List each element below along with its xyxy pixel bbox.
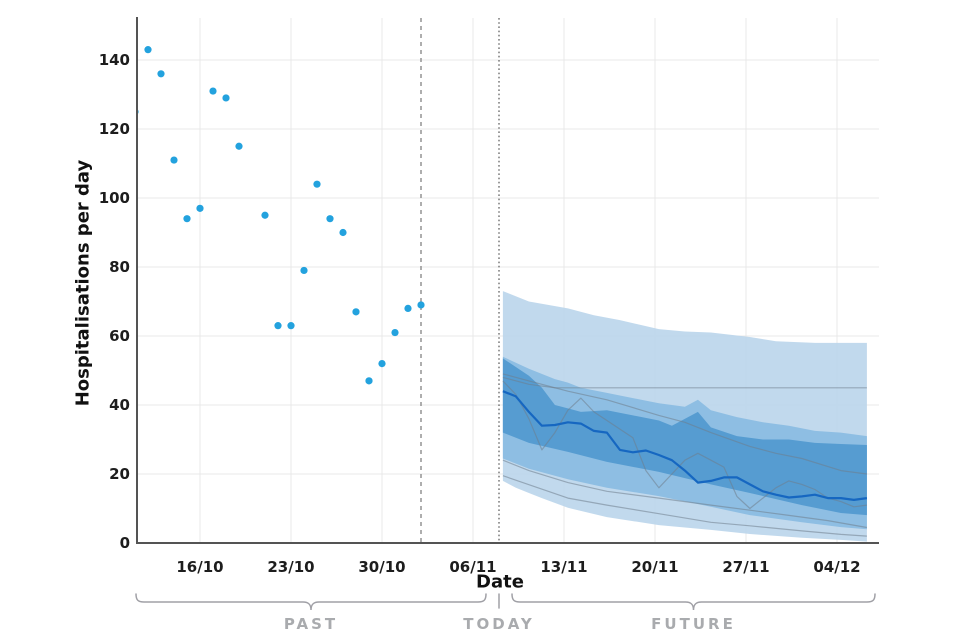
data-point	[138, 109, 139, 114]
future-brace	[511, 593, 876, 611]
data-point	[183, 215, 191, 223]
data-point	[144, 46, 152, 54]
y-tick-label: 0	[120, 534, 130, 552]
median-forecast-line	[502, 390, 868, 501]
data-point	[300, 266, 308, 275]
past-brace	[135, 593, 487, 611]
tick-labels: 0 20 40 60 80 100 120 140 16/10 23/10 30/10 06/11 13…	[99, 51, 861, 576]
data-point	[157, 70, 165, 78]
data-point	[365, 377, 373, 385]
inner-interval-band	[502, 358, 867, 516]
today-zone-label: TODAY	[463, 615, 535, 633]
y-tick-label: 140	[99, 51, 130, 69]
trajectory-line	[502, 475, 867, 537]
data-point	[287, 322, 295, 330]
x-tick-label: 20/11	[631, 558, 678, 576]
data-point	[391, 328, 399, 337]
data-point	[170, 156, 178, 164]
trajectory-line	[502, 380, 867, 510]
trajectory-line	[502, 373, 867, 475]
trajectory-line	[502, 459, 868, 529]
x-axis-title: Date	[476, 571, 524, 593]
x-tick-label: 13/11	[540, 558, 587, 576]
data-point	[235, 142, 243, 150]
observed-points	[138, 46, 425, 385]
data-point	[196, 204, 204, 212]
data-point	[404, 304, 412, 312]
forecast-bands	[502, 291, 867, 542]
y-tick-label: 40	[109, 396, 130, 414]
y-axis-title: Hospitalisations per day	[72, 159, 94, 407]
x-tick-label: 04/12	[813, 558, 860, 576]
past-zone-label: PAST	[283, 615, 339, 633]
data-point	[339, 228, 347, 237]
data-point	[313, 180, 321, 188]
data-point	[209, 87, 217, 95]
y-tick-label: 100	[99, 189, 130, 207]
x-tick-label: 16/10	[176, 558, 223, 576]
x-tick-label: 30/10	[358, 558, 405, 576]
future-zone-label: FUTURE	[651, 615, 736, 633]
data-point	[378, 360, 386, 368]
x-tick-label: 27/11	[722, 558, 769, 576]
data-point	[261, 211, 269, 219]
y-tick-label: 80	[109, 258, 130, 276]
trajectory-lines	[502, 373, 868, 537]
y-tick-label: 20	[109, 465, 130, 483]
data-point	[222, 94, 230, 102]
data-point	[417, 301, 425, 309]
y-tick-label: 120	[99, 120, 130, 138]
trajectory-line	[502, 376, 867, 389]
x-tick-label: 23/10	[267, 558, 314, 576]
data-point	[326, 215, 334, 223]
data-point	[274, 322, 282, 330]
data-point	[352, 308, 360, 316]
x-tick-label: 06/11	[449, 558, 496, 576]
y-tick-label: 60	[109, 327, 130, 345]
